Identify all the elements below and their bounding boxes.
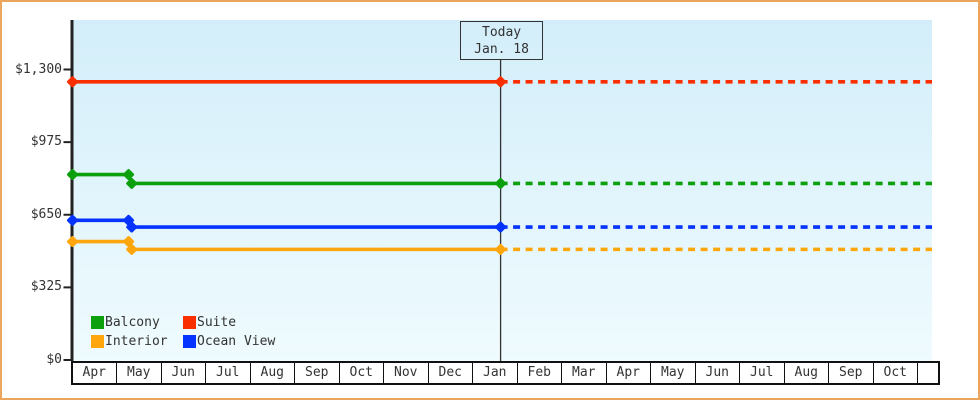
month-cell-may: May bbox=[117, 363, 162, 383]
month-cell-jun: Jun bbox=[696, 363, 740, 383]
legend-label: Interior bbox=[105, 333, 168, 349]
month-cell-sep: Sep bbox=[829, 363, 874, 383]
legend-item-balcony: Balcony bbox=[91, 314, 183, 330]
month-cell-aug: Aug bbox=[785, 363, 829, 383]
legend-label: Balcony bbox=[105, 314, 160, 330]
legend-item-suite: Suite bbox=[183, 314, 275, 330]
month-cell-sep: Sep bbox=[295, 363, 340, 383]
month-cell-jul: Jul bbox=[740, 363, 785, 383]
data-point-marker bbox=[67, 169, 78, 181]
data-point-marker bbox=[123, 169, 135, 181]
data-point-marker bbox=[67, 76, 78, 88]
data-point-marker bbox=[126, 243, 138, 255]
series-balcony bbox=[67, 169, 932, 189]
data-point-marker bbox=[126, 177, 138, 189]
legend-label: Ocean View bbox=[197, 333, 276, 349]
month-cell-dec: Dec bbox=[429, 363, 473, 383]
legend-swatch-balcony bbox=[91, 315, 104, 329]
month-cell-jan: Jan bbox=[473, 363, 518, 383]
series-ocean-view bbox=[67, 214, 932, 233]
series-suite bbox=[67, 76, 932, 88]
legend-swatch-interior bbox=[91, 334, 104, 348]
month-cell-apr: Apr bbox=[607, 363, 651, 383]
month-cell-empty bbox=[918, 363, 938, 383]
month-cell-jul: Jul bbox=[206, 363, 251, 383]
data-point-marker bbox=[495, 243, 507, 255]
data-point-marker bbox=[123, 236, 135, 248]
month-cell-aug: Aug bbox=[251, 363, 295, 383]
data-point-marker bbox=[67, 236, 78, 248]
legend-item-interior: Interior bbox=[91, 333, 183, 349]
legend-item-ocean-view: Ocean View bbox=[183, 333, 275, 349]
data-point-marker bbox=[495, 177, 507, 189]
month-cell-oct: Oct bbox=[340, 363, 384, 383]
data-point-marker bbox=[495, 221, 507, 233]
month-cell-oct: Oct bbox=[874, 363, 918, 383]
plot-background bbox=[72, 20, 932, 361]
legend-swatch-suite bbox=[183, 315, 196, 329]
month-cell-jun: Jun bbox=[162, 363, 206, 383]
month-cell-feb: Feb bbox=[518, 363, 562, 383]
month-cell-nov: Nov bbox=[384, 363, 429, 383]
legend-label: Suite bbox=[197, 314, 237, 330]
series-interior bbox=[67, 236, 932, 255]
month-cell-may: May bbox=[651, 363, 696, 383]
data-point-marker bbox=[126, 221, 138, 233]
today-label: Today bbox=[482, 24, 522, 40]
data-point-marker bbox=[495, 76, 507, 88]
legend: Balcony Suite Interior Ocean View bbox=[91, 314, 275, 349]
x-axis-month-row: Apr May Jun Jul Aug Sep Oct Nov Dec Jan Feb Mar Apr M… bbox=[70, 361, 940, 385]
today-annotation: Today Jan. 18 bbox=[460, 21, 544, 60]
today-date: Jan. 18 bbox=[474, 41, 529, 57]
month-cell-apr: Apr bbox=[73, 363, 117, 383]
month-cell-mar: Mar bbox=[562, 363, 607, 383]
legend-swatch-ocean-view bbox=[183, 334, 196, 348]
data-point-marker bbox=[67, 214, 78, 226]
